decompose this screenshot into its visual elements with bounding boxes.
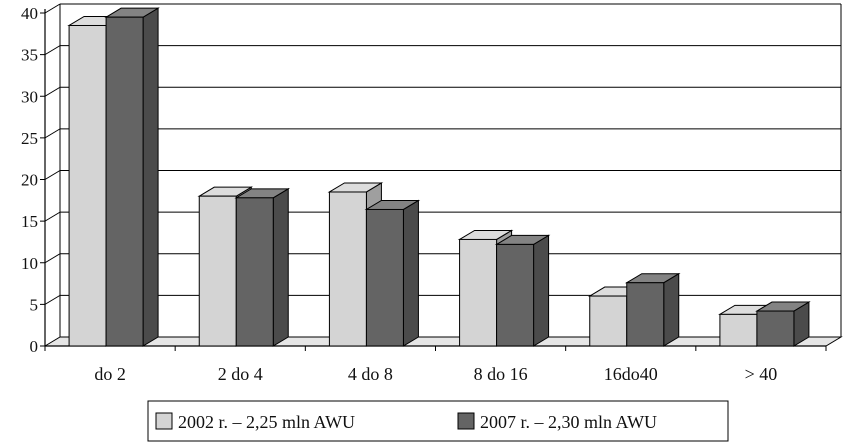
bar-side (272, 187, 289, 347)
gridline-side (44, 253, 61, 264)
bar (624, 272, 681, 347)
y-tick-label: 15 (21, 212, 38, 231)
y-tick-label: 25 (21, 129, 38, 148)
bar (104, 7, 160, 347)
legend-swatch (457, 412, 475, 430)
x-category-label: 4 do 8 (348, 364, 393, 384)
gridline-side (44, 86, 61, 97)
y-tick-label: 35 (21, 46, 38, 65)
legend-swatch (155, 412, 173, 430)
bar-front (328, 191, 367, 347)
x-category-label: 2 do 4 (218, 364, 263, 384)
x-axis-category-labels: do 2 2 do 4 4 do 8 8 do 16 16do40 > 40 (94, 364, 777, 384)
gridlines (44, 3, 841, 305)
bar-side (533, 234, 550, 347)
legend-item: 2002 r. – 2,25 mln AWU (155, 412, 355, 432)
x-category-label: do 2 (94, 364, 126, 384)
y-tick-label: 20 (21, 171, 38, 190)
y-tick-label: 5 (30, 295, 39, 314)
y-tick-label: 10 (21, 254, 38, 273)
legend-box (147, 400, 729, 442)
bar (364, 199, 421, 347)
gridline-side (44, 45, 61, 56)
x-category-label: 8 do 16 (474, 364, 528, 384)
legend-label: 2002 r. – 2,25 mln AWU (178, 412, 355, 432)
gridline-side (44, 294, 61, 305)
axes (40, 4, 843, 351)
legend-item: 2007 r. – 2,30 mln AWU (457, 412, 657, 432)
bar-front (589, 295, 628, 347)
gridline-side (44, 128, 61, 139)
gridline-side (44, 170, 61, 180)
y-axis-tick-labels: 0 5 10 15 20 25 30 35 40 (21, 4, 38, 356)
bar-side (402, 199, 419, 347)
bar (755, 301, 811, 347)
x-category-label: 16do40 (604, 364, 658, 384)
legend-label: 2007 r. – 2,30 mln AWU (480, 412, 657, 432)
bar-front (459, 238, 498, 347)
bar-front (235, 197, 274, 347)
bar-front (496, 243, 535, 347)
legend: 2002 r. – 2,25 mln AWU 2007 r. – 2,30 mln… (147, 400, 729, 442)
bar-side (663, 272, 680, 347)
y-tick-label: 30 (21, 87, 38, 106)
bar-front (198, 195, 237, 347)
bar-front (365, 208, 404, 347)
gridline-side (44, 3, 61, 14)
gridline-side (44, 211, 61, 222)
bar (234, 187, 291, 347)
bar-front (105, 16, 144, 347)
y-tick-label: 40 (21, 4, 38, 23)
bar-front (626, 282, 665, 347)
x-category-label: > 40 (745, 364, 778, 384)
bar (494, 234, 551, 347)
bar-front (719, 313, 758, 347)
bar-front (756, 310, 795, 347)
bar-side (142, 7, 159, 347)
bars (67, 7, 811, 347)
y-tick-label: 0 (30, 337, 39, 356)
bar-front (68, 24, 107, 347)
